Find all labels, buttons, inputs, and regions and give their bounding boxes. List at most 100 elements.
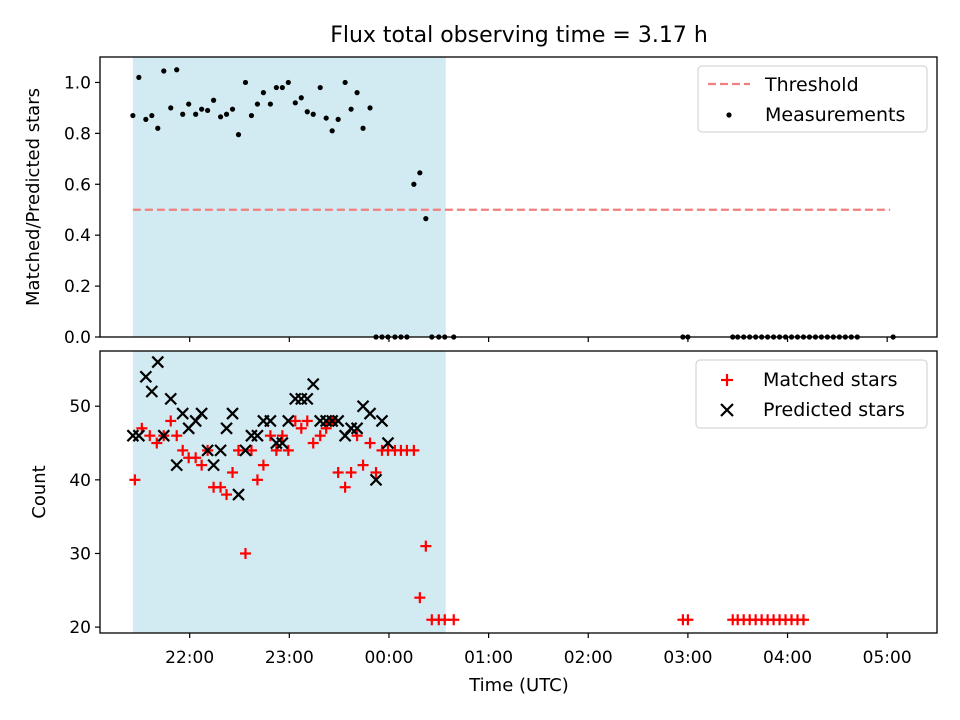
legend-measurements-label: Measurements: [765, 104, 905, 126]
predicted-star-point: [251, 429, 264, 442]
legend-threshold-label: Threshold: [764, 74, 859, 96]
matched-star-point: [351, 430, 363, 442]
predicted-star-point: [220, 422, 233, 435]
matched-star-point: [301, 415, 313, 427]
matched-star-point: [364, 437, 376, 449]
measurement-point: [161, 68, 167, 74]
measurement-point: [329, 128, 335, 134]
matched-star-point: [357, 459, 369, 471]
y-tick-label: 0.0: [64, 328, 91, 348]
predicted-star-point: [306, 377, 320, 391]
measurement-point: [149, 112, 155, 119]
matched-star-point: [165, 415, 177, 427]
x-axis-label: Time (UTC): [468, 675, 569, 696]
measurement-point: [417, 170, 423, 176]
top-axes-frame: [99, 56, 938, 338]
top-legend: Threshold Measurements: [697, 65, 928, 133]
matched-star-point: [320, 422, 332, 434]
predicted-star-point: [381, 436, 395, 450]
matched-star-point: [295, 422, 307, 434]
measurement-point: [298, 95, 304, 101]
measurement-point: [254, 101, 261, 107]
matched-star-point: [221, 489, 233, 501]
measurement-point: [186, 101, 192, 107]
matched-star-point: [370, 466, 382, 478]
matched-star-point: [264, 430, 276, 442]
predicted-star-point: [207, 458, 220, 472]
matched-star-point: [196, 459, 208, 471]
measurement-point: [248, 112, 255, 119]
measurement-point: [348, 106, 354, 112]
predicted-star-point: [214, 444, 227, 457]
matched-star-point: [282, 444, 294, 456]
measurement-point: [168, 105, 174, 111]
measurement-point: [267, 101, 273, 107]
predicted-star-point: [151, 355, 165, 369]
bottom-panel: 22:00 23:00 00:00 01:00 02:00 03:00 04:00 05:00…: [29, 350, 938, 696]
legend-measurements-marker: [726, 112, 732, 118]
top-y-axis-label: Matched/Predicted stars: [23, 88, 44, 306]
y-tick-label: 30: [69, 544, 91, 564]
matched-star-point: [276, 430, 288, 442]
predicted-star-point: [282, 414, 295, 428]
predicted-star-point: [157, 429, 171, 442]
top-panel: 0.0 0.2 0.4 0.6 0.8 1.0 Matched/Predicted sta…: [23, 56, 938, 348]
measurement-point: [304, 109, 310, 115]
measurement-point: [260, 90, 267, 96]
measurement-point: [217, 114, 224, 120]
y-tick-label: 0.6: [64, 175, 91, 195]
predicted-star-point: [264, 414, 277, 428]
bottom-shaded-interval: [132, 351, 446, 633]
matched-star-point: [307, 437, 319, 449]
measurement-point: [317, 84, 323, 91]
matched-star-point: [314, 430, 326, 442]
measurement-point: [279, 84, 285, 91]
x-tick-label: 05:00: [863, 648, 912, 668]
predicted-star-point: [170, 458, 184, 472]
matched-star-point: [215, 481, 227, 493]
measurement-point: [136, 74, 142, 80]
measurement-point: [130, 112, 136, 119]
x-tick-label: 03:00: [663, 648, 712, 668]
matched-star-point: [144, 430, 156, 442]
matched-star-point: [251, 474, 263, 486]
predicted-star-point: [226, 407, 239, 420]
top-shaded-interval: [132, 57, 446, 337]
matched-star-point: [448, 614, 460, 626]
predicted-star-point: [375, 414, 389, 428]
matched-star-point: [129, 474, 141, 486]
x-tick-label: 02:00: [564, 648, 613, 668]
matched-star-point: [345, 466, 357, 478]
matched-star-point: [257, 459, 269, 471]
predicted-star-point: [363, 407, 377, 420]
y-tick-label: 1.0: [64, 73, 91, 93]
measurement-point: [354, 90, 360, 96]
measurement-point: [411, 181, 417, 187]
x-tick-label: 01:00: [464, 648, 513, 668]
legend-predicted-label: Predicted stars: [763, 399, 905, 421]
measurement-point: [143, 116, 149, 122]
matched-star-point: [227, 466, 239, 478]
matched-star-point: [332, 466, 344, 478]
measurement-point: [205, 107, 211, 114]
matched-star-point: [245, 444, 257, 456]
matched-star-point: [151, 437, 163, 449]
y-tick-label: 0.8: [64, 124, 91, 144]
measurement-point: [335, 116, 341, 122]
predicted-star-point: [132, 429, 146, 442]
matched-star-point: [414, 592, 426, 604]
legend-matched-marker: [721, 374, 733, 386]
measurement-point: [310, 111, 316, 117]
predicted-star-point: [164, 392, 178, 406]
predicted-star-point: [195, 407, 208, 420]
measurement-point: [174, 67, 180, 73]
measurement-point: [223, 111, 230, 117]
measurement-point: [292, 100, 298, 106]
y-tick-label: 20: [69, 618, 91, 638]
matched-star-point: [190, 452, 202, 464]
bottom-legend: Matched stars Predicted stars: [695, 359, 928, 429]
matched-star-point: [408, 444, 420, 456]
top-legend-box: [697, 65, 928, 133]
chart-title: Flux total observing time = 3.17 h: [330, 23, 708, 48]
